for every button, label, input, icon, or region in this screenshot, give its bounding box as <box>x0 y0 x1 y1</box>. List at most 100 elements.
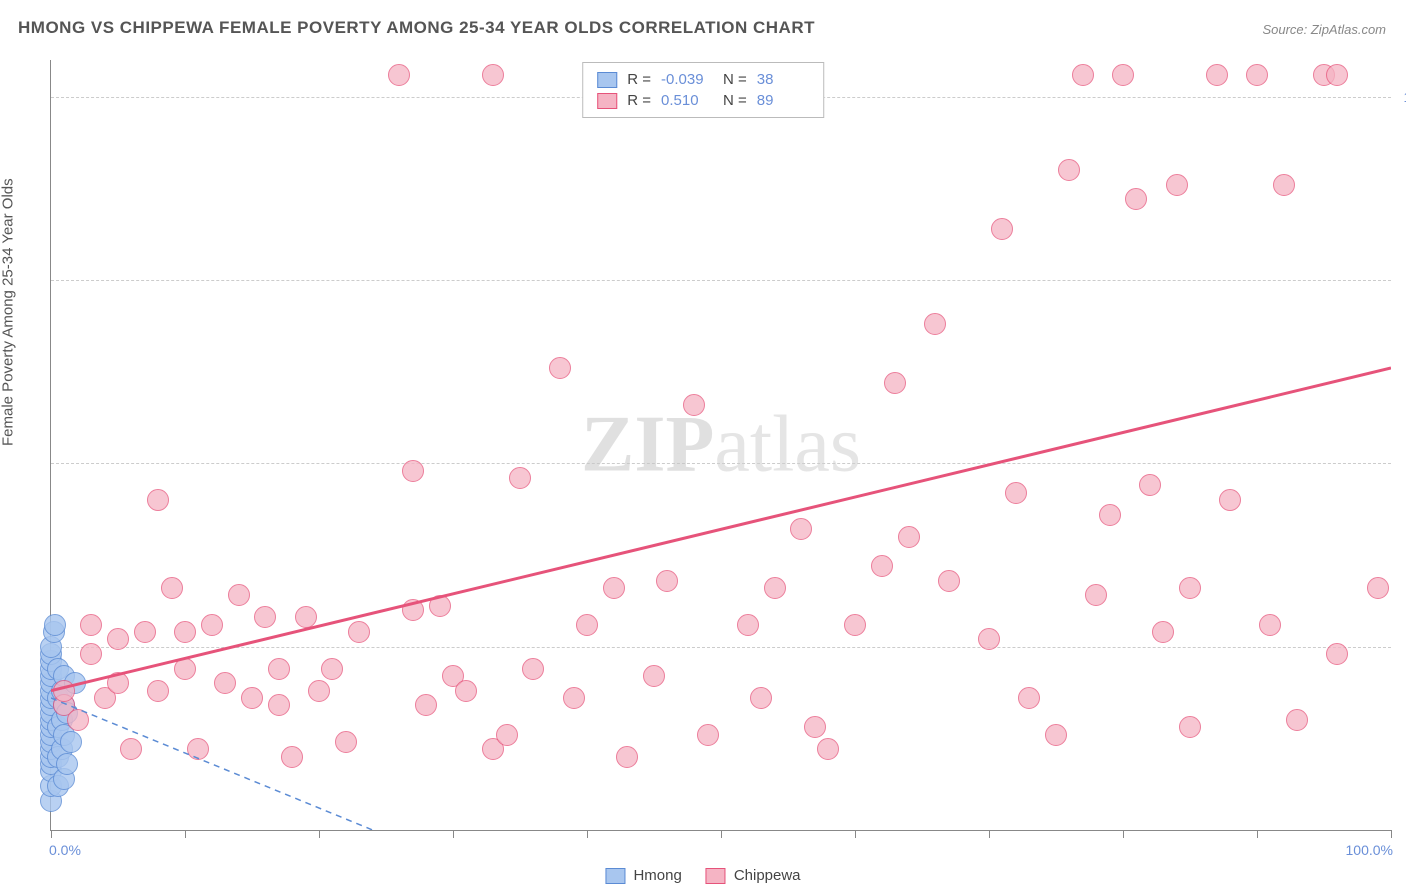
data-point <box>388 64 410 86</box>
data-point <box>1219 489 1241 511</box>
data-point <box>107 628 129 650</box>
data-point <box>482 64 504 86</box>
data-point <box>254 606 276 628</box>
correlation-legend: R = -0.039 N = 38 R = 0.510 N = 89 <box>582 62 824 118</box>
data-point <box>214 672 236 694</box>
data-point <box>603 577 625 599</box>
legend-row-chippewa: R = 0.510 N = 89 <box>597 90 809 111</box>
data-point <box>844 614 866 636</box>
data-point <box>563 687 585 709</box>
data-point <box>348 621 370 643</box>
x-tick <box>51 830 52 838</box>
r-value-hmong: -0.039 <box>661 71 713 88</box>
data-point <box>764 577 786 599</box>
swatch-chippewa-bottom <box>706 868 726 884</box>
data-point <box>268 658 290 680</box>
data-point <box>147 489 169 511</box>
data-point <box>44 614 66 636</box>
data-point <box>187 738 209 760</box>
data-point <box>402 599 424 621</box>
data-point <box>455 680 477 702</box>
swatch-chippewa <box>597 93 617 109</box>
data-point <box>60 731 82 753</box>
data-point <box>1246 64 1268 86</box>
data-point <box>1058 159 1080 181</box>
data-point <box>295 606 317 628</box>
y-axis-title: Female Poverty Among 25-34 Year Olds <box>0 178 17 446</box>
data-point <box>643 665 665 687</box>
data-point <box>80 643 102 665</box>
data-point <box>576 614 598 636</box>
x-tick <box>1257 830 1258 838</box>
data-point <box>1152 621 1174 643</box>
data-point <box>335 731 357 753</box>
legend-item-hmong: Hmong <box>605 867 681 884</box>
r-value-chippewa: 0.510 <box>661 92 713 109</box>
gridline <box>51 647 1391 648</box>
data-point <box>991 218 1013 240</box>
data-point <box>147 680 169 702</box>
data-point <box>750 687 772 709</box>
x-tick <box>989 830 990 838</box>
data-point <box>656 570 678 592</box>
data-point <box>1166 174 1188 196</box>
data-point <box>522 658 544 680</box>
data-point <box>1099 504 1121 526</box>
data-point <box>174 658 196 680</box>
data-point <box>549 357 571 379</box>
watermark: ZIPatlas <box>581 400 861 491</box>
data-point <box>1072 64 1094 86</box>
data-point <box>1005 482 1027 504</box>
data-point <box>281 746 303 768</box>
data-point <box>1045 724 1067 746</box>
x-axis-min-label: 0.0% <box>49 842 81 858</box>
series-legend: Hmong Chippewa <box>605 867 800 884</box>
data-point <box>1179 716 1201 738</box>
data-point <box>161 577 183 599</box>
data-point <box>496 724 518 746</box>
data-point <box>871 555 893 577</box>
x-tick <box>1123 830 1124 838</box>
data-point <box>509 467 531 489</box>
legend-item-chippewa: Chippewa <box>706 867 801 884</box>
x-tick <box>587 830 588 838</box>
data-point <box>1326 643 1348 665</box>
data-point <box>56 753 78 775</box>
data-point <box>978 628 1000 650</box>
data-point <box>737 614 759 636</box>
data-point <box>804 716 826 738</box>
gridline <box>51 280 1391 281</box>
data-point <box>107 672 129 694</box>
data-point <box>1018 687 1040 709</box>
r-label: R = <box>627 92 651 109</box>
x-tick <box>453 830 454 838</box>
chart-title: HMONG VS CHIPPEWA FEMALE POVERTY AMONG 2… <box>18 18 815 38</box>
data-point <box>174 621 196 643</box>
data-point <box>1085 584 1107 606</box>
data-point <box>1125 188 1147 210</box>
x-tick <box>721 830 722 838</box>
x-tick <box>855 830 856 838</box>
data-point <box>884 372 906 394</box>
n-label: N = <box>723 71 747 88</box>
data-point <box>1179 577 1201 599</box>
n-value-hmong: 38 <box>757 71 809 88</box>
x-axis-max-label: 100.0% <box>1346 842 1393 858</box>
data-point <box>697 724 719 746</box>
data-point <box>67 709 89 731</box>
scatter-plot: ZIPatlas 0.0% 100.0% 25.0%50.0%75.0%100.… <box>50 60 1391 831</box>
n-label: N = <box>723 92 747 109</box>
legend-row-hmong: R = -0.039 N = 38 <box>597 69 809 90</box>
data-point <box>924 313 946 335</box>
data-point <box>241 687 263 709</box>
data-point <box>1112 64 1134 86</box>
data-point <box>1259 614 1281 636</box>
source-credit: Source: ZipAtlas.com <box>1262 22 1386 37</box>
data-point <box>616 746 638 768</box>
swatch-hmong-bottom <box>605 868 625 884</box>
data-point <box>898 526 920 548</box>
data-point <box>1206 64 1228 86</box>
data-point <box>1139 474 1161 496</box>
data-point <box>1326 64 1348 86</box>
swatch-hmong <box>597 72 617 88</box>
